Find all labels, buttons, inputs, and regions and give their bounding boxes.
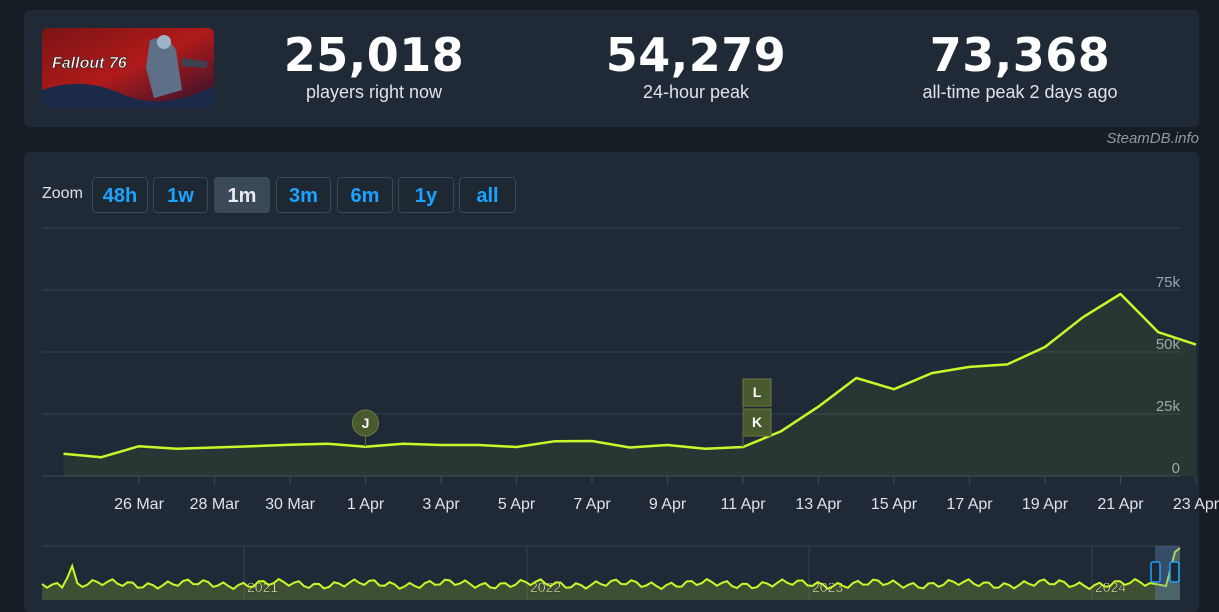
chart-panel: Zoom 48h 1w 1m 3m 6m 1y all <box>24 152 1199 612</box>
zoom-3m-button[interactable]: 3m <box>276 177 331 213</box>
all-time-peak-label: all-time peak 2 days ago <box>922 82 1118 102</box>
peak-24h-value: 54,279 <box>605 28 787 82</box>
zoom-48h-button[interactable]: 48h <box>92 177 148 213</box>
zoom-1w-button[interactable]: 1w <box>153 177 208 213</box>
stats-panel: Fallout 76 25,018 players right now 54,2… <box>24 10 1199 127</box>
all-time-peak-value: 73,368 <box>929 28 1111 82</box>
zoom-1y-button[interactable]: 1y <box>398 177 454 213</box>
current-players-value: 25,018 <box>283 28 465 82</box>
current-players-label: players right now <box>305 82 443 102</box>
zoom-label: Zoom <box>42 185 83 202</box>
game-logo: Fallout 76 <box>42 28 214 108</box>
zoom-all-button[interactable]: all <box>459 177 516 213</box>
current-players-stat: 25,018 players right now <box>214 28 534 102</box>
peak-24h-label: 24-hour peak <box>642 82 750 102</box>
all-time-peak-stat: 73,368 all-time peak 2 days ago <box>860 28 1180 102</box>
zoom-1m-button[interactable]: 1m <box>214 177 270 213</box>
peak-24h-stat: 54,279 24-hour peak <box>536 28 856 102</box>
steamdb-credit[interactable]: SteamDB.info <box>1106 130 1199 147</box>
logo-text: Fallout 76 <box>52 55 127 72</box>
zoom-6m-button[interactable]: 6m <box>337 177 393 213</box>
